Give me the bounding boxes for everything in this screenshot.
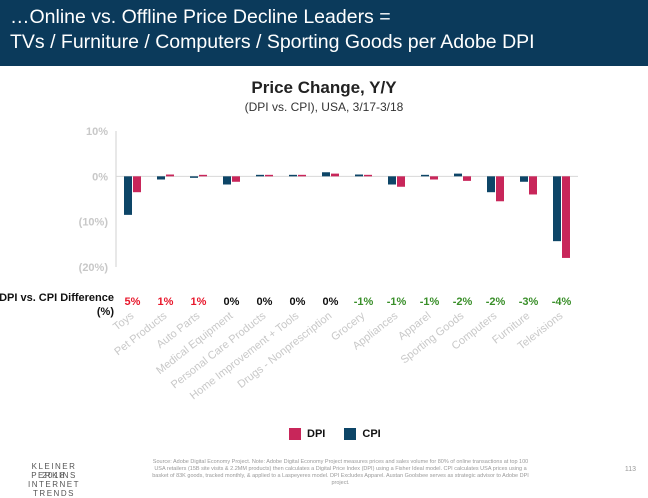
source-note: Source: Adobe Digital Economy Project. N… [152, 459, 529, 486]
legend-item-cpi: CPI [344, 428, 381, 440]
banner-title-line-1: …Online vs. Offline Price Decline Leader… [10, 6, 391, 28]
bar-cpi [157, 176, 165, 180]
bar-dpi [463, 176, 471, 181]
bar-dpi [496, 176, 504, 202]
difference-value: -2% [486, 296, 506, 308]
brand-name: KLEINER PERKINS [31, 462, 77, 480]
bar-dpi [562, 176, 570, 258]
difference-value: -3% [519, 296, 539, 308]
x-tick-label: Toys [111, 310, 137, 334]
bar-dpi [265, 174, 273, 177]
legend-item-dpi: DPI [289, 428, 325, 440]
bar-cpi [388, 176, 396, 185]
legend-swatch-dpi [289, 428, 301, 440]
page-number: 113 [624, 466, 636, 473]
y-tick-label: (20%) [79, 262, 109, 274]
bar-dpi [430, 176, 438, 180]
chart-legend: DPI CPI [289, 428, 397, 442]
bar-cpi [421, 174, 429, 177]
difference-value: 1% [191, 296, 207, 308]
difference-value: 0% [290, 296, 306, 308]
brand-report: INTERNET TRENDS [28, 480, 80, 498]
y-tick-label: 10% [86, 126, 108, 138]
difference-value: -2% [453, 296, 473, 308]
difference-value: 0% [224, 296, 240, 308]
difference-value: -1% [420, 296, 440, 308]
y-tick-label: 0% [92, 171, 108, 183]
bar-cpi [256, 174, 264, 177]
bar-cpi [454, 173, 462, 177]
bar-cpi [355, 174, 363, 177]
title-banner: …Online vs. Offline Price Decline Leader… [0, 0, 648, 66]
legend-swatch-cpi [344, 428, 357, 440]
difference-value: 0% [323, 296, 339, 308]
legend-label-cpi: CPI [362, 428, 381, 440]
difference-row-label: DPI vs. CPI Difference (%) [0, 292, 114, 318]
bar-cpi [124, 176, 132, 215]
bar-cpi [553, 176, 561, 242]
bar-cpi [520, 176, 528, 182]
difference-value: -1% [387, 296, 407, 308]
difference-value: 0% [257, 296, 273, 308]
bar-dpi [529, 176, 537, 195]
y-tick-label: (10%) [79, 217, 109, 229]
difference-value: 1% [158, 296, 174, 308]
chart-title: Price Change, Y/Y [251, 78, 397, 97]
bar-dpi [199, 174, 207, 177]
bar-cpi [487, 176, 495, 193]
bar-dpi [364, 174, 372, 177]
chart-subtitle: (DPI vs. CPI), USA, 3/17-3/18 [244, 100, 404, 114]
bar-dpi [232, 176, 240, 182]
bar-dpi [397, 176, 405, 187]
bar-dpi [331, 173, 339, 177]
difference-value: 5% [125, 296, 141, 308]
bar-cpi [289, 174, 297, 177]
difference-value: -1% [354, 296, 374, 308]
banner-title-line-2: TVs / Furniture / Computers / Sporting G… [10, 31, 535, 53]
legend-label-dpi: DPI [307, 428, 326, 440]
difference-value: -4% [552, 296, 572, 308]
bar-dpi [298, 174, 306, 177]
bar-dpi [166, 174, 174, 177]
bar-cpi [190, 176, 198, 178]
brand-year: 2018 [42, 471, 66, 480]
bar-dpi [133, 176, 141, 193]
bar-cpi [223, 176, 231, 185]
bar-cpi [322, 172, 330, 177]
